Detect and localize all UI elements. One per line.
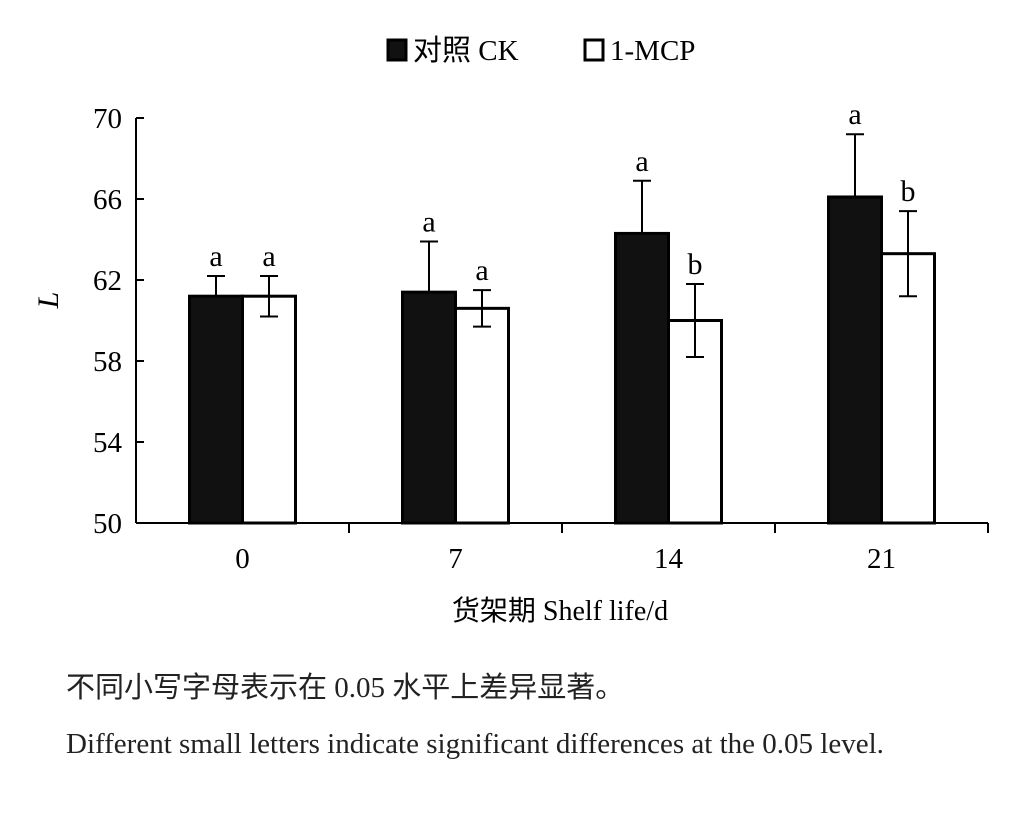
bar-ck-day-21	[827, 195, 883, 525]
chart-legend: 对照 CK 1-MCP	[386, 34, 695, 67]
legend-swatch-ck	[386, 38, 408, 62]
y-tick-label: 54	[93, 427, 123, 459]
significance-letter: b	[688, 248, 703, 281]
x-tick-label: 21	[867, 543, 896, 575]
figure-note-english: Different small letters indicate signifi…	[66, 728, 884, 760]
y-tick-label: 66	[93, 184, 122, 216]
significance-letter: a	[422, 206, 435, 239]
x-axis-label: 货架期 Shelf life/d	[452, 595, 668, 627]
x-tick-label: 7	[448, 543, 463, 575]
significance-letter: a	[209, 240, 222, 273]
x-tick-label: 14	[654, 543, 684, 575]
figure-note-chinese: 不同小写字母表示在 0.05 水平上差异显著。	[66, 672, 625, 704]
y-tick-label: 58	[93, 346, 122, 378]
legend-swatch-1mcp	[583, 38, 605, 62]
legend-label-1mcp: 1-MCP	[610, 35, 695, 67]
significance-letter: a	[475, 254, 488, 287]
y-tick-label: 50	[93, 508, 122, 540]
significance-letter: a	[635, 145, 648, 178]
bar-ck-day-0	[188, 294, 244, 525]
bar-1mcp-day-7	[454, 306, 510, 525]
bar-1mcp-day-21	[880, 252, 936, 525]
y-tick-label: 62	[93, 265, 122, 297]
chart-bars: a a a a a b a b	[188, 98, 936, 525]
legend-label-ck: 对照 CK	[413, 34, 519, 67]
x-tick-label: 0	[235, 543, 250, 575]
significance-letter: a	[262, 240, 275, 273]
bar-ck-day-14	[614, 231, 670, 525]
significance-letter: b	[901, 175, 916, 208]
significance-letter: a	[848, 98, 861, 131]
bar-chart: 对照 CK 1-MCP 50 54 58 62 66 70 0 7 14 21 a a a a a b a b L…	[32, 34, 989, 627]
y-tick-label: 70	[93, 103, 122, 135]
bar-ck-day-7	[401, 290, 457, 525]
y-axis-label: L	[32, 292, 65, 310]
bar-1mcp-day-0	[241, 294, 297, 525]
chart-axes: 50 54 58 62 66 70 0 7 14 21	[93, 103, 989, 575]
